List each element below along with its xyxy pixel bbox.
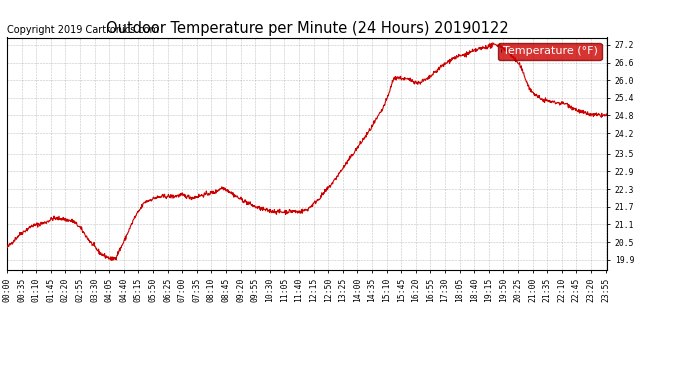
Title: Outdoor Temperature per Minute (24 Hours) 20190122: Outdoor Temperature per Minute (24 Hours… (106, 21, 509, 36)
Legend: Temperature (°F): Temperature (°F) (498, 43, 602, 60)
Text: Copyright 2019 Cartronics.com: Copyright 2019 Cartronics.com (7, 25, 159, 35)
